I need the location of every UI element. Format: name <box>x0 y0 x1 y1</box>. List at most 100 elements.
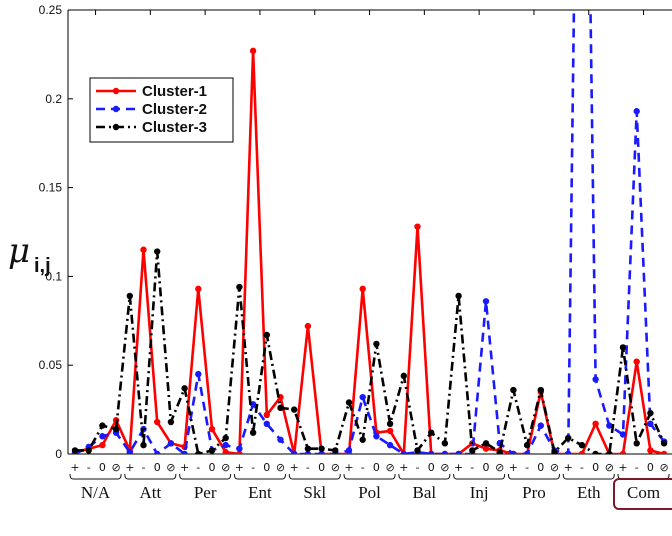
data-point <box>304 322 312 330</box>
x-symbol-label: - <box>361 461 365 474</box>
group-bracket <box>69 473 122 480</box>
legend-label: Cluster-3 <box>142 119 207 136</box>
data-point <box>318 445 325 452</box>
data-point <box>181 450 188 454</box>
data-point <box>386 427 394 435</box>
data-point <box>619 344 627 351</box>
x-group-label: N/A <box>81 483 111 502</box>
data-point <box>455 450 462 454</box>
highlight-box <box>613 478 672 510</box>
data-point <box>99 441 106 449</box>
x-symbol-label: + <box>70 461 79 474</box>
x-symbol-label: - <box>470 461 474 474</box>
x-symbol-label: ⊘ <box>221 461 230 474</box>
data-point <box>167 440 175 447</box>
legend-label: Cluster-2 <box>142 101 207 118</box>
y-tick-label: 0.15 <box>39 181 63 195</box>
group-bracket <box>507 473 560 480</box>
x-symbol-label: 0 <box>592 461 599 474</box>
x-symbol-label: - <box>416 461 420 474</box>
group-bracket <box>453 473 506 480</box>
data-point <box>469 447 476 454</box>
data-point <box>154 418 161 426</box>
x-symbol-label: + <box>564 461 573 474</box>
plot-background <box>68 10 672 454</box>
data-point <box>208 447 216 454</box>
x-symbol-label: - <box>142 461 146 474</box>
x-group-label: Pol <box>358 483 381 502</box>
legend-marker <box>112 105 120 113</box>
x-symbol-label: - <box>87 461 91 474</box>
group-bracket <box>288 473 341 480</box>
data-point <box>318 450 325 454</box>
x-symbol-label: ⊘ <box>495 461 504 474</box>
x-symbol-label: - <box>525 461 529 474</box>
data-point <box>414 447 421 454</box>
data-point <box>455 292 462 300</box>
data-point <box>140 246 147 253</box>
data-point <box>592 420 599 428</box>
data-point <box>249 429 257 436</box>
data-point <box>482 445 490 452</box>
x-symbol-label: ⊘ <box>331 461 340 474</box>
data-point <box>578 441 586 449</box>
data-point <box>606 422 613 429</box>
x-symbol-label: 0 <box>428 461 435 474</box>
data-point <box>565 434 572 442</box>
x-group-label: Per <box>194 483 217 502</box>
x-group-label: Com <box>627 483 660 502</box>
x-symbol-label: 0 <box>483 461 490 474</box>
data-point <box>71 447 79 454</box>
data-point <box>222 441 229 449</box>
data-point <box>263 411 270 419</box>
data-point <box>633 358 640 365</box>
data-point <box>195 285 202 293</box>
x-symbol-label: - <box>251 461 255 474</box>
data-point <box>304 445 312 452</box>
data-point <box>441 450 449 454</box>
data-point <box>236 445 243 452</box>
y-tick-label: 0 <box>55 447 62 461</box>
data-point <box>126 449 133 454</box>
data-point <box>441 440 449 447</box>
data-point <box>181 385 188 392</box>
data-point <box>154 248 161 255</box>
data-point <box>592 376 599 383</box>
group-bracket <box>124 473 177 480</box>
x-symbol-label: + <box>180 461 189 474</box>
x-group-label: Att <box>139 483 161 502</box>
series-layer <box>71 10 668 454</box>
x-symbol-label: ⊘ <box>385 461 394 474</box>
x-symbol-label: ⊘ <box>550 461 559 474</box>
x-group-label: Inj <box>470 483 489 502</box>
data-point <box>291 450 298 454</box>
group-bracket <box>398 473 451 480</box>
x-symbol-label: ⊘ <box>605 461 614 474</box>
x-labels-layer: + -0 ⊘ + -0 ⊘ + -0 ⊘ + -0 ⊘ + -0 ⊘ + -0 ⊘ + -0 ⊘ + -0 ⊘ + -0 ⊘ + -0 ⊘… <box>69 461 672 510</box>
x-symbol-label: 0 <box>318 461 325 474</box>
x-group-label: Eth <box>577 483 601 502</box>
data-point <box>359 285 366 293</box>
y-axis-label: μ i,j <box>8 231 51 277</box>
data-point <box>359 436 366 443</box>
group-bracket <box>179 473 232 480</box>
x-symbol-label: - <box>196 461 200 474</box>
data-point <box>660 440 668 447</box>
data-point <box>482 298 490 305</box>
data-point <box>633 108 640 115</box>
data-point <box>222 434 229 442</box>
x-symbol-label: 0 <box>209 461 216 474</box>
x-symbol-label: + <box>618 461 627 474</box>
data-point <box>208 425 216 433</box>
data-point <box>373 433 380 440</box>
data-point <box>236 450 243 454</box>
data-point <box>565 450 572 454</box>
data-point <box>263 420 270 428</box>
data-point <box>112 425 120 433</box>
data-point <box>496 449 503 454</box>
data-point <box>386 441 394 449</box>
data-point <box>99 433 106 440</box>
data-point <box>606 450 613 454</box>
legend-marker <box>112 123 120 131</box>
